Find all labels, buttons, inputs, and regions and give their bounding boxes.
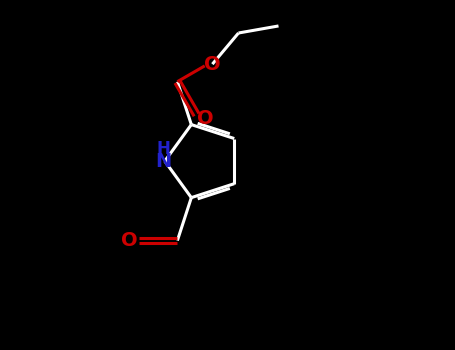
Text: O: O	[204, 55, 221, 74]
Text: O: O	[121, 231, 137, 250]
Text: H: H	[156, 140, 170, 158]
Text: O: O	[197, 109, 213, 128]
Text: N: N	[155, 152, 171, 170]
